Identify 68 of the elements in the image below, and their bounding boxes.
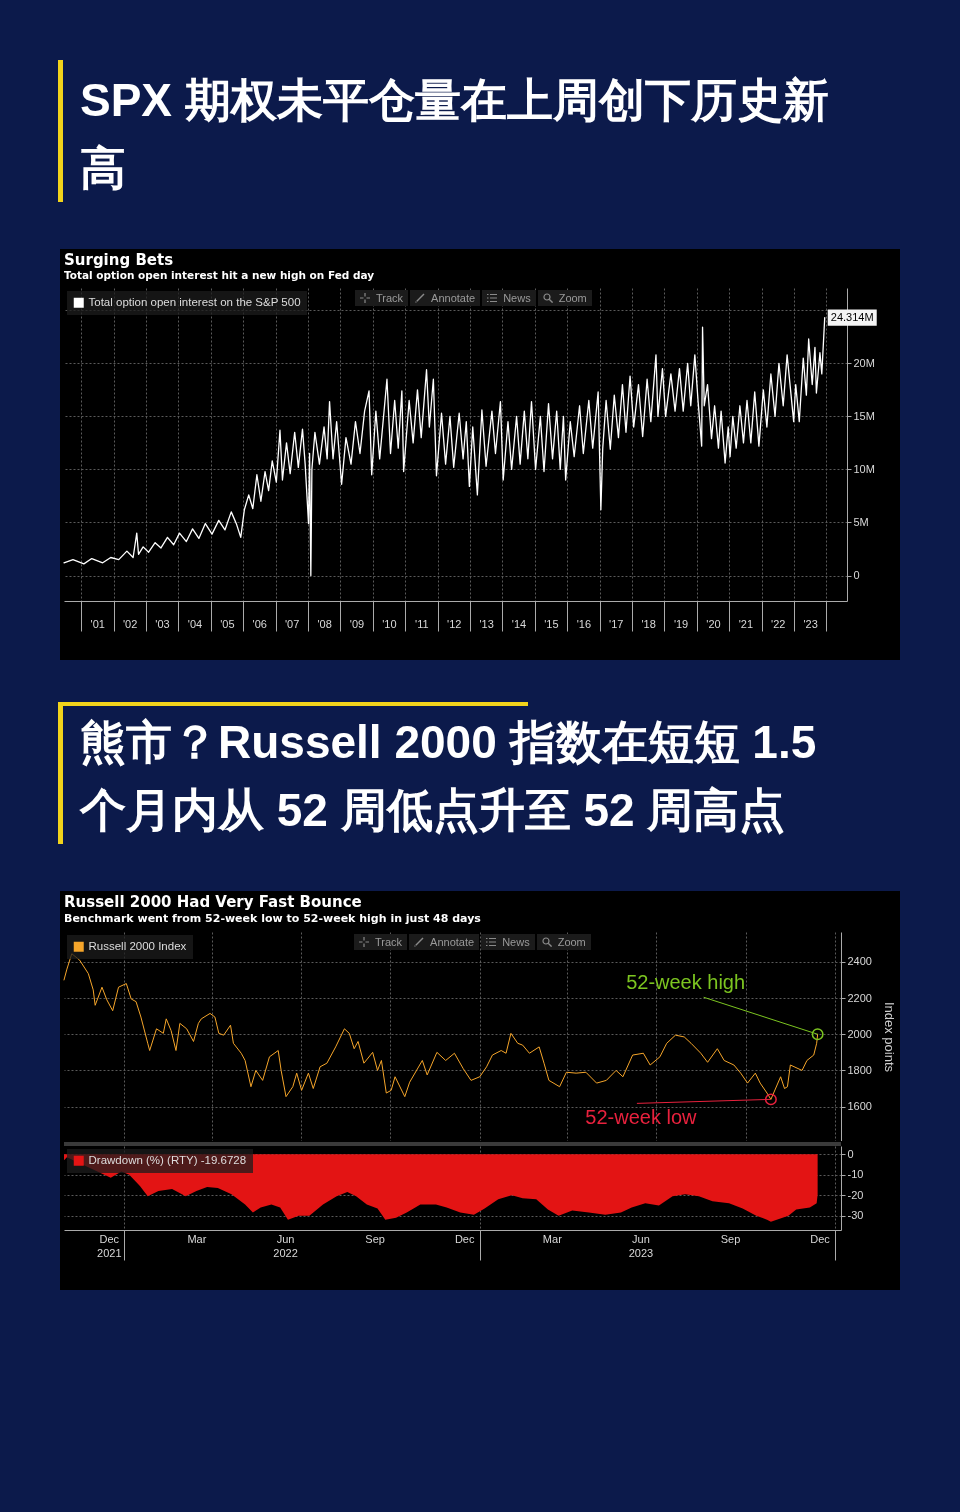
x-tick-label: '16: [576, 617, 592, 630]
legend-label: Russell 2000 Index: [88, 939, 187, 952]
x-tick-label: '11: [415, 617, 429, 630]
x-tick-label: '17: [609, 617, 624, 630]
x-tick-label: '01: [90, 617, 105, 630]
x-tick-label: '22: [771, 617, 786, 630]
y-axis-title: Index points: [881, 1001, 897, 1073]
y-tick-label: -20: [847, 1188, 864, 1201]
y-tick-label: 15M: [853, 409, 875, 422]
x-tick-label: '18: [641, 617, 656, 630]
x-tick-label: '20: [706, 617, 721, 630]
y-tick-label: -10: [847, 1168, 864, 1181]
x-tick-label: Dec: [810, 1232, 831, 1245]
annotation: Track: [375, 936, 403, 948]
x-tick-label: '03: [155, 617, 170, 630]
text: SPX 期权未平仓量在上周创下历史新高: [58, 60, 840, 202]
chart-subtitle: Benchmark went from 52-week low to 52-week high in just 48 days: [64, 912, 482, 925]
x-tick-label: '09: [349, 617, 365, 630]
text: 熊市？Russell 2000 指数在短短 1.5 个月内从 52 周低点升至 52 周高点: [58, 703, 840, 844]
y-tick-label: 2000: [847, 1027, 872, 1040]
legend-label: Drawdown (%) (RTY) -19.6728: [88, 1153, 247, 1166]
x-tick-label: '12: [447, 617, 462, 630]
annotation: Zoom: [558, 292, 587, 304]
x-tick-label: '13: [479, 617, 494, 630]
x-tick-label: Sep: [720, 1232, 741, 1245]
chart-title: Russell 2000 Had Very Fast Bounce: [64, 893, 362, 911]
x-tick-label: '06: [252, 617, 267, 630]
x-tick-label: '07: [285, 617, 300, 630]
annotation: 52-week high: [626, 971, 746, 994]
y-tick-label: 2200: [847, 991, 872, 1004]
y-tick-label: -30: [847, 1209, 864, 1222]
x-tick-label: Mar: [187, 1232, 207, 1245]
x-tick-label: '05: [220, 617, 235, 630]
x-tick-label: Jun 2022: [273, 1232, 298, 1259]
chart-subtitle: Total option open interest hit a new high on Fed day: [64, 268, 375, 281]
x-tick-label: '02: [122, 617, 138, 630]
x-tick-label: '19: [673, 617, 689, 630]
x-tick-label: '21: [738, 617, 754, 630]
y-tick-label: 1600: [847, 1100, 872, 1113]
x-tick-label: Dec: [454, 1232, 475, 1245]
x-tick-label: '14: [511, 617, 527, 630]
x-tick-label: Mar: [542, 1232, 563, 1245]
annotation: Annotate: [430, 936, 475, 948]
x-tick-label: Sep: [365, 1232, 385, 1245]
annotation: Track: [376, 292, 404, 304]
chart-title: Surging Bets: [64, 250, 174, 269]
annotation: News: [503, 292, 531, 304]
y-tick-label: 5M: [853, 515, 869, 528]
y-tick-label: 2400: [847, 955, 872, 968]
annotation: Annotate: [431, 292, 476, 304]
y-tick-label: 10M: [853, 462, 875, 475]
data-label: 24.314M: [830, 310, 874, 323]
y-tick-label: 0: [853, 569, 860, 582]
annotation: News: [502, 936, 530, 948]
annotation: Zoom: [557, 936, 586, 948]
x-tick-label: Jun 2023: [628, 1232, 654, 1259]
x-tick-label: '08: [317, 617, 332, 630]
x-tick-label: Dec 2021: [97, 1232, 122, 1259]
line-series: [63, 316, 826, 577]
y-tick-label: 0: [847, 1147, 854, 1160]
y-tick-label: 20M: [853, 356, 875, 369]
annotation: 52-week low: [585, 1106, 698, 1129]
legend-label: Total option open interest on the S&P 500: [88, 295, 301, 308]
x-tick-label: '04: [187, 617, 203, 630]
x-tick-label: '23: [803, 617, 818, 630]
x-tick-label: '10: [382, 617, 397, 630]
y-tick-label: 1800: [847, 1063, 872, 1076]
x-tick-label: '15: [544, 617, 559, 630]
